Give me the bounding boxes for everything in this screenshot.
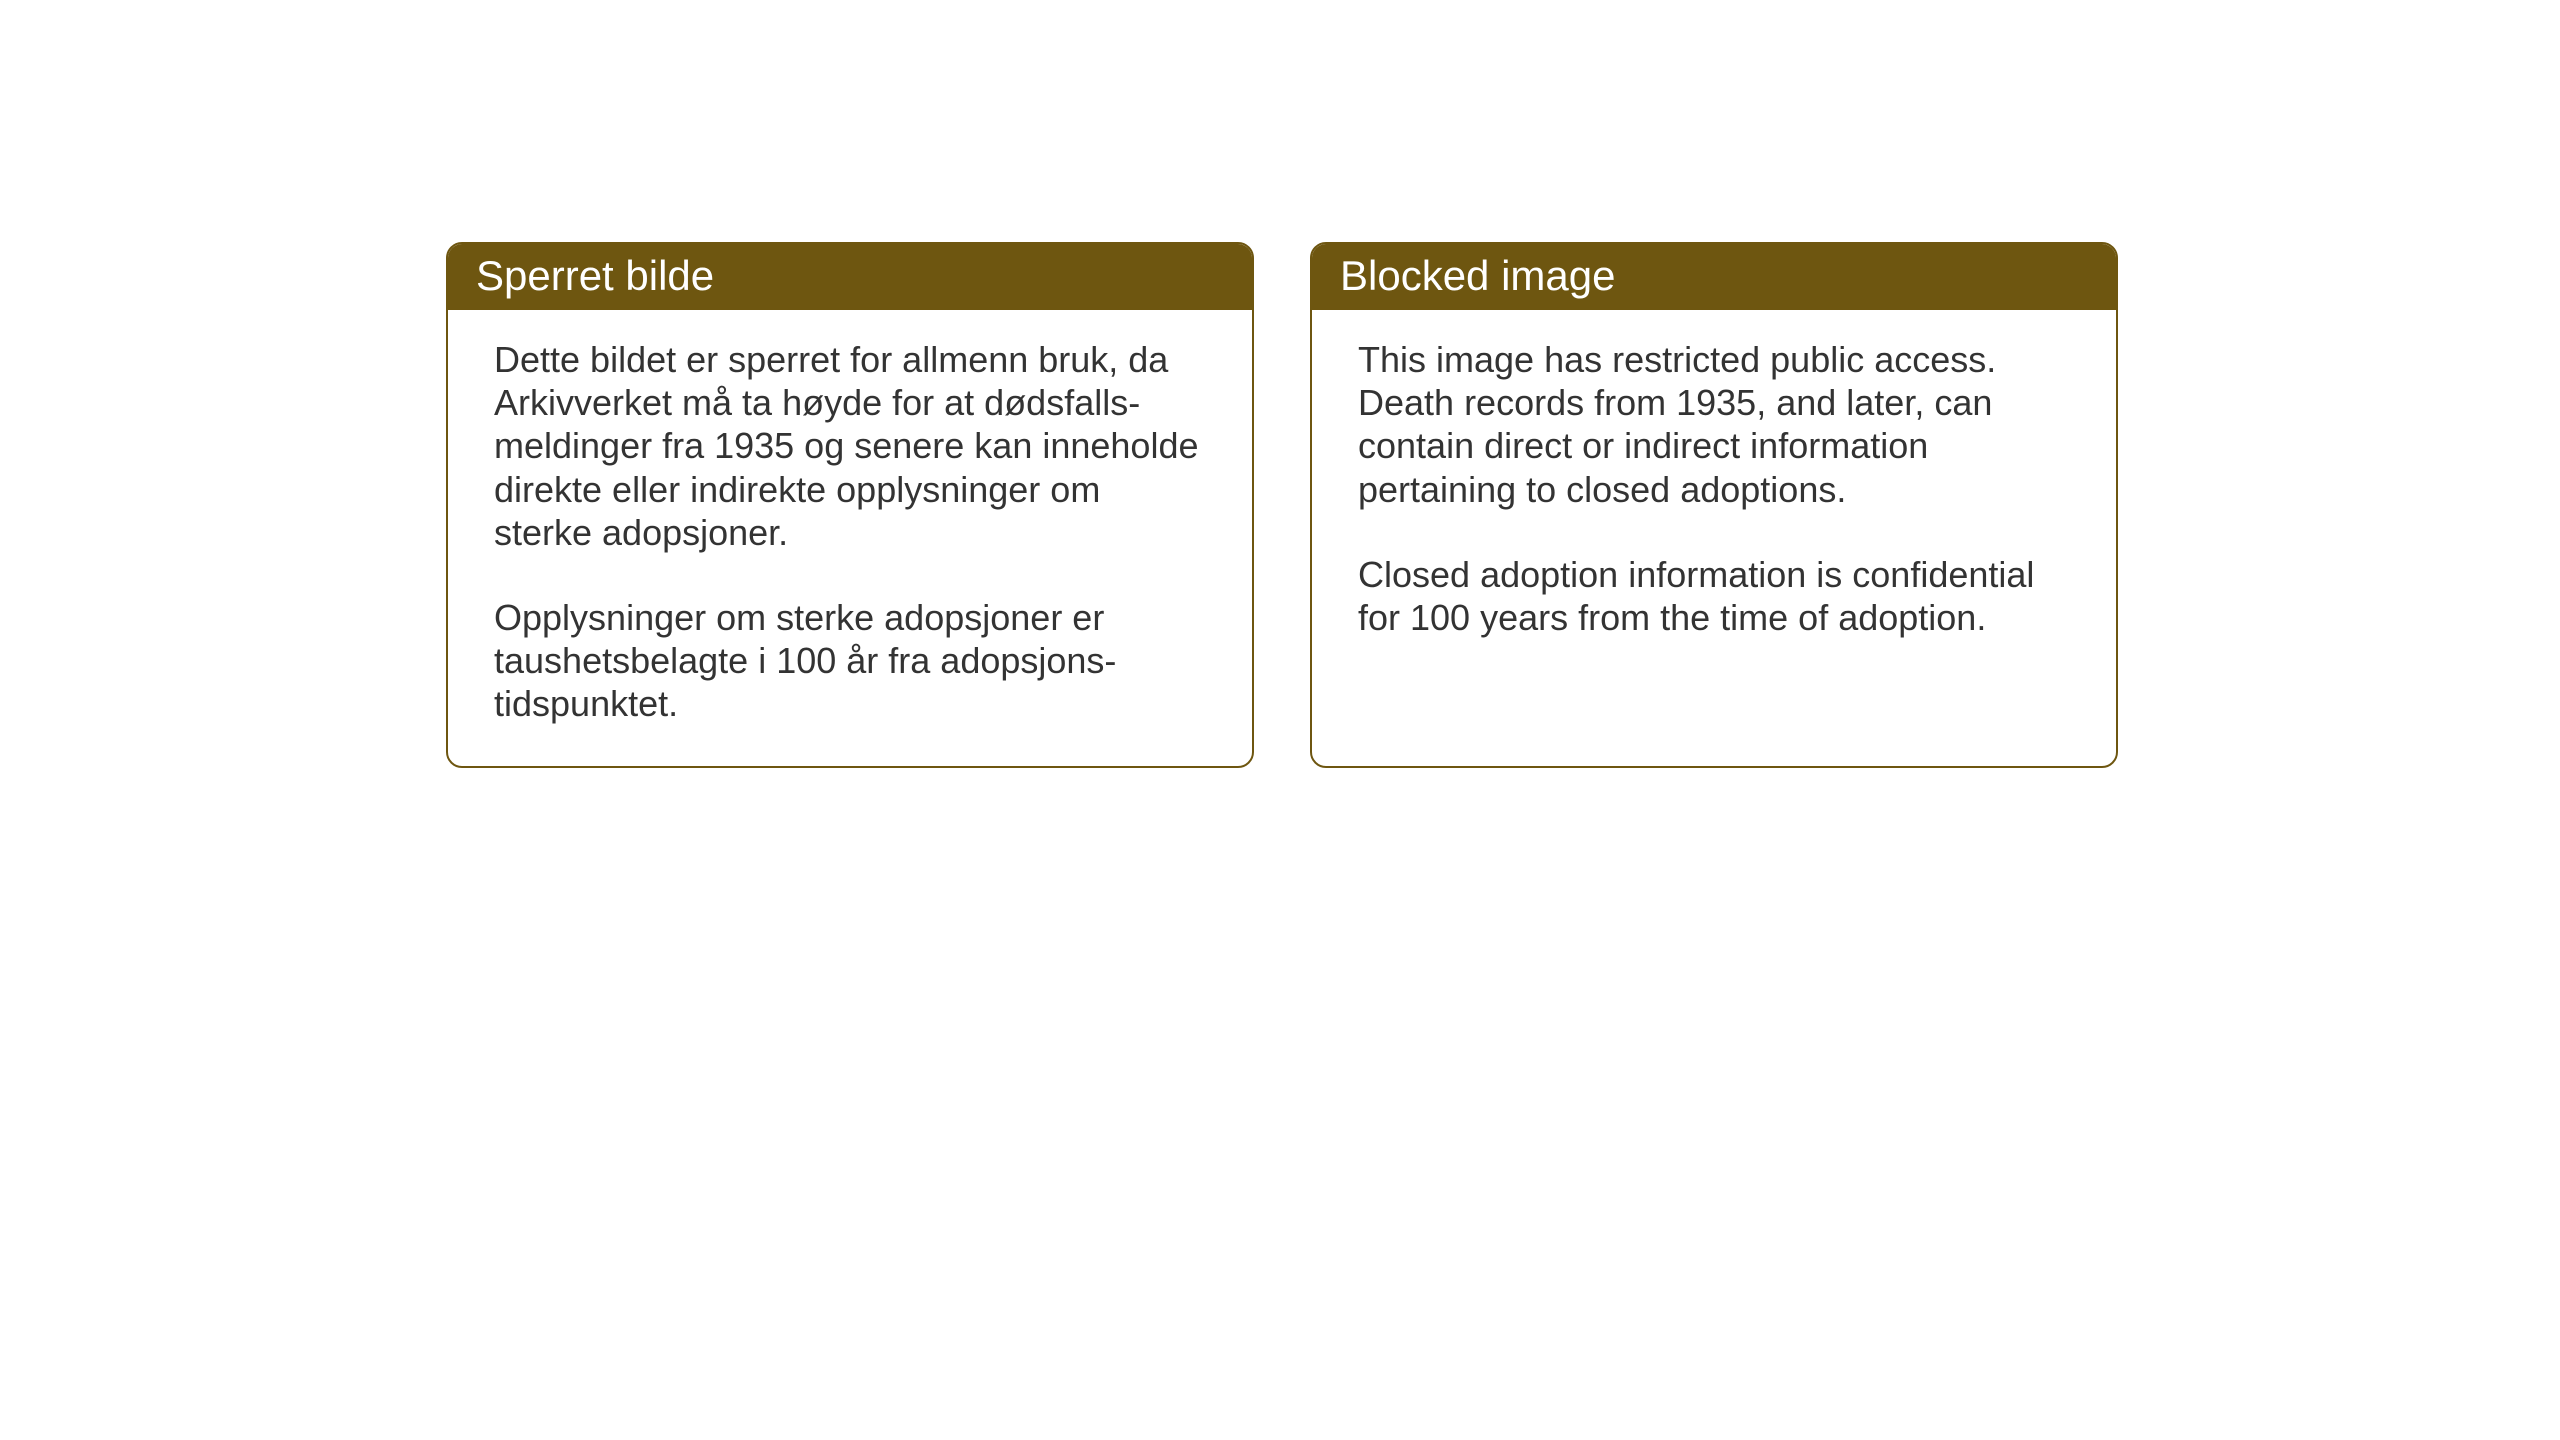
card-paragraph-2-english: Closed adoption information is confident…: [1358, 553, 2070, 639]
card-header-english: Blocked image: [1312, 244, 2116, 310]
card-norwegian: Sperret bilde Dette bildet er sperret fo…: [446, 242, 1254, 768]
card-title-english: Blocked image: [1340, 252, 1615, 299]
card-header-norwegian: Sperret bilde: [448, 244, 1252, 310]
card-paragraph-1-norwegian: Dette bildet er sperret for allmenn bruk…: [494, 338, 1206, 554]
card-paragraph-2-norwegian: Opplysninger om sterke adopsjoner er tau…: [494, 596, 1206, 726]
card-body-english: This image has restricted public access.…: [1312, 310, 2116, 706]
card-english: Blocked image This image has restricted …: [1310, 242, 2118, 768]
card-paragraph-1-english: This image has restricted public access.…: [1358, 338, 2070, 511]
cards-container: Sperret bilde Dette bildet er sperret fo…: [446, 242, 2118, 768]
card-title-norwegian: Sperret bilde: [476, 252, 714, 299]
card-body-norwegian: Dette bildet er sperret for allmenn bruk…: [448, 310, 1252, 766]
